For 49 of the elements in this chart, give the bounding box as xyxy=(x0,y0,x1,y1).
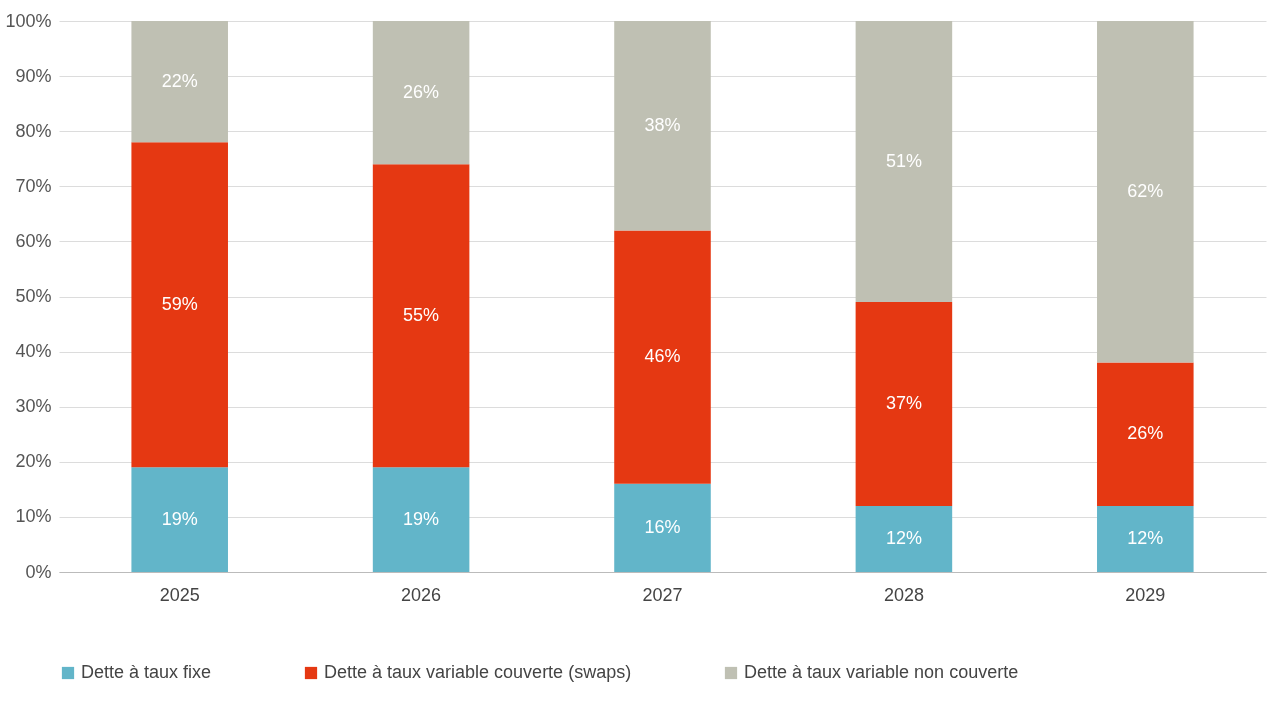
bar xyxy=(614,21,711,231)
data-label: 62% xyxy=(1127,180,1164,201)
x-tick-label: 2026 xyxy=(401,584,442,605)
y-tick-label: 70% xyxy=(15,175,52,196)
bar xyxy=(614,483,711,572)
data-label: 59% xyxy=(161,293,198,314)
data-label: 55% xyxy=(403,304,440,325)
y-tick-label: 40% xyxy=(15,341,52,362)
bar xyxy=(614,230,711,484)
data-label: 12% xyxy=(885,527,922,548)
y-tick-label: 100% xyxy=(5,10,52,31)
y-tick-label: 10% xyxy=(15,506,52,527)
data-label: 51% xyxy=(885,150,922,171)
data-label: 22% xyxy=(161,70,198,91)
bar xyxy=(131,142,228,468)
data-label: 19% xyxy=(161,508,198,529)
bar xyxy=(855,302,953,506)
y-tick-label: 30% xyxy=(15,396,52,417)
y-tick-label: 20% xyxy=(15,451,52,472)
data-label: 19% xyxy=(403,508,440,529)
legend-label: Dette à taux variable non couverte xyxy=(744,662,1019,682)
bar xyxy=(372,21,470,165)
y-tick-label: 90% xyxy=(15,65,52,86)
y-tick-label: 80% xyxy=(15,120,52,141)
legend-label: Dette à taux fixe xyxy=(81,662,212,682)
data-label: 26% xyxy=(1127,423,1164,444)
y-tick-label: 0% xyxy=(25,561,52,582)
data-label: 26% xyxy=(403,81,440,102)
bar xyxy=(1097,505,1194,572)
bar xyxy=(372,467,470,572)
x-tick-label: 2027 xyxy=(642,584,683,605)
bar xyxy=(372,164,470,468)
data-label: 46% xyxy=(644,346,681,367)
bar xyxy=(855,505,953,572)
data-label: 38% xyxy=(644,114,681,135)
y-tick-label: 60% xyxy=(15,230,52,251)
legend-label: Dette à taux variable couverte (swaps) xyxy=(324,662,632,682)
bar xyxy=(855,21,953,303)
y-tick-label: 50% xyxy=(15,286,52,306)
x-tick-label: 2028 xyxy=(883,584,924,605)
data-label: 16% xyxy=(644,516,681,537)
x-tick-label: 2025 xyxy=(159,584,200,605)
data-label: 37% xyxy=(885,392,922,413)
bar xyxy=(1097,362,1194,506)
x-tick-label: 2029 xyxy=(1125,584,1166,605)
bar xyxy=(131,467,228,572)
bar xyxy=(1097,21,1194,363)
bar xyxy=(131,21,228,143)
data-label: 12% xyxy=(1127,527,1164,548)
